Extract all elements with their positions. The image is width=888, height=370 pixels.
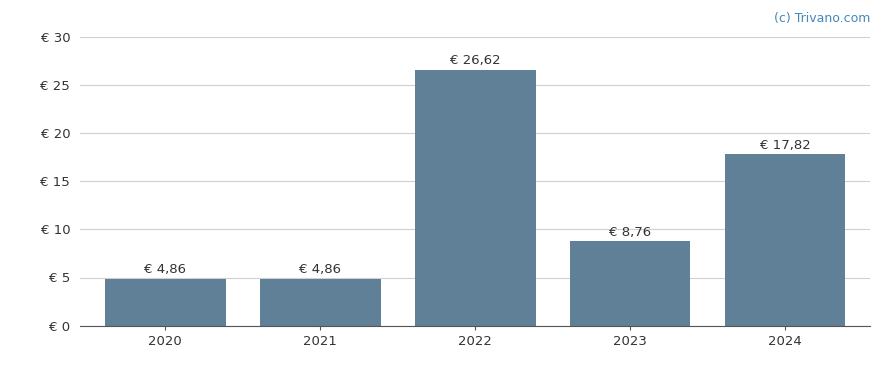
Text: € 26,62: € 26,62 [449, 54, 501, 67]
Text: € 17,82: € 17,82 [759, 139, 811, 152]
Text: € 4,86: € 4,86 [144, 263, 186, 276]
Bar [105, 279, 226, 326]
Bar [259, 279, 381, 326]
Bar [415, 70, 535, 326]
Bar [725, 154, 845, 326]
Text: (c) Trivano.com: (c) Trivano.com [773, 13, 870, 26]
Bar [569, 241, 691, 326]
Text: € 4,86: € 4,86 [299, 263, 341, 276]
Text: € 8,76: € 8,76 [609, 226, 651, 239]
